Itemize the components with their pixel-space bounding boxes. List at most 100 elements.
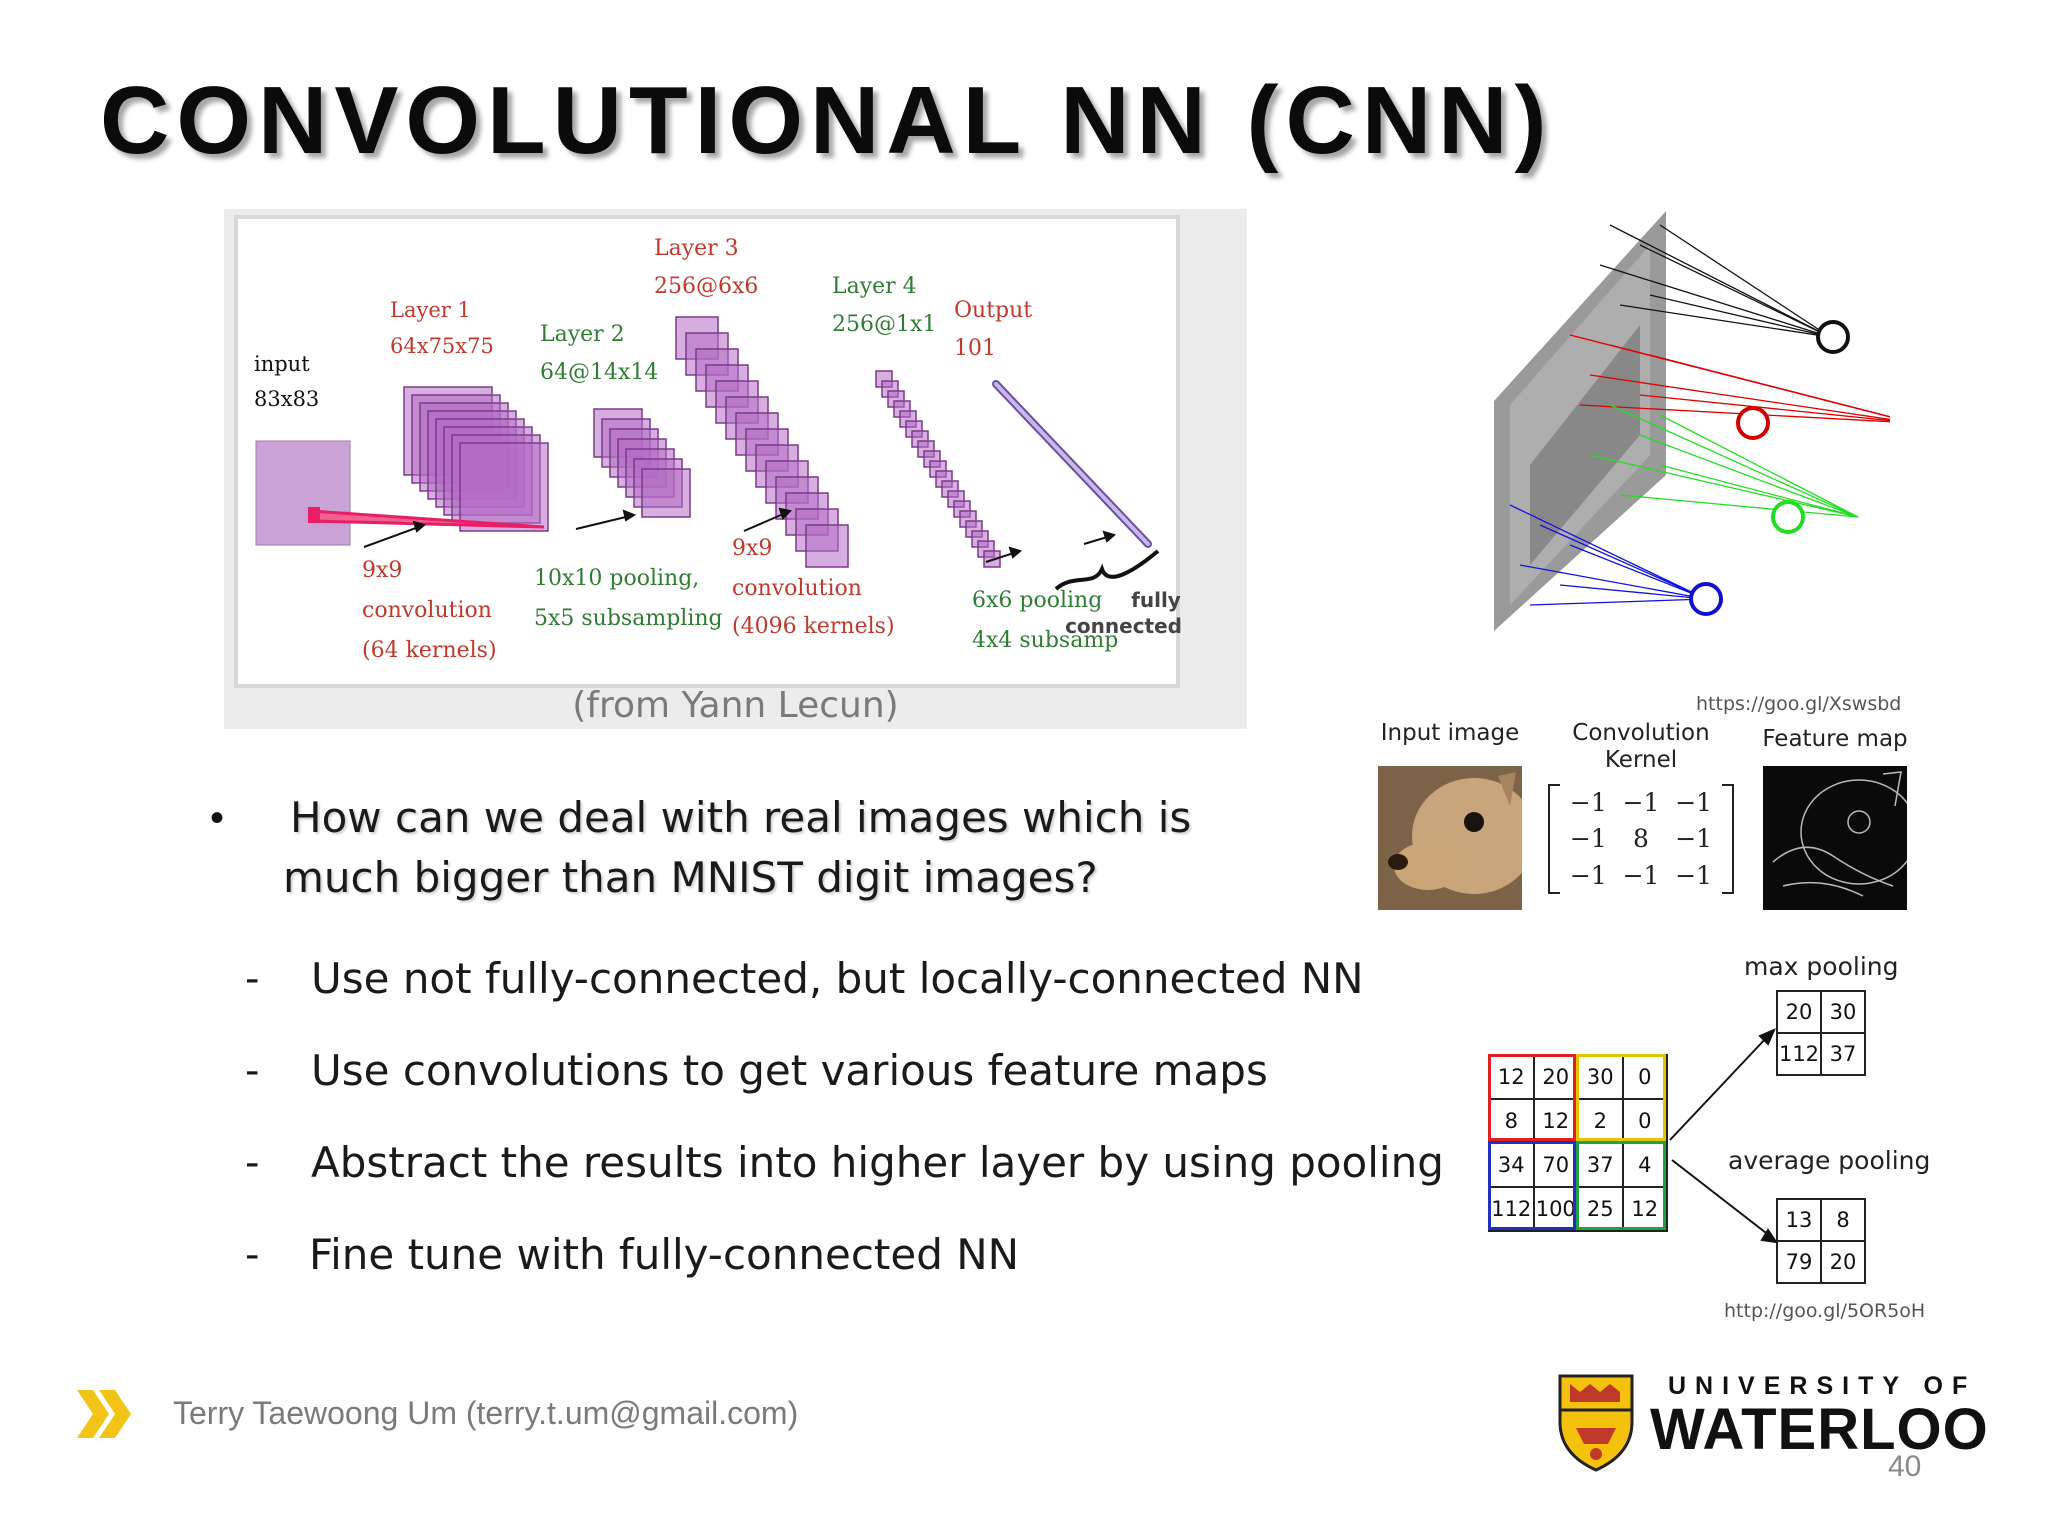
input-size: 83x83 xyxy=(254,387,319,411)
grid-cell: 8 xyxy=(1822,1200,1864,1240)
grid-cell: 37 xyxy=(1579,1144,1622,1186)
kernel-cell: 8 xyxy=(1633,824,1649,854)
dash-1: - xyxy=(245,956,260,1002)
grid-cell: 0 xyxy=(1623,1100,1666,1142)
local-connectivity-figure xyxy=(1494,211,1890,631)
waterloo-wordmark: WATERLOO xyxy=(1650,1397,1989,1462)
input-map xyxy=(255,440,351,546)
figure-credit: (from Yann Lecun) xyxy=(572,685,899,726)
grid-cell: 30 xyxy=(1822,992,1864,1032)
flow-arrows xyxy=(363,507,1117,563)
op1-count: (64 kernels) xyxy=(362,638,497,663)
dash-3: - xyxy=(245,1140,260,1186)
layer3-size: 256@6x6 xyxy=(654,274,758,299)
neuron-green xyxy=(1771,500,1805,534)
lecun-cnn-figure: input 83x83 Layer 1 64x75x75 Layer 2 64@… xyxy=(224,209,1247,729)
neuron-black xyxy=(1816,320,1850,354)
kernel-cell: −1 xyxy=(1569,787,1607,817)
layer2-stack xyxy=(593,408,691,518)
kernel-cell: −1 xyxy=(1622,787,1660,817)
feature-map-label: Feature map xyxy=(1762,726,1908,752)
convolution-kernel: −1 −1 −1 −1 8 −1 −1 −1 −1 xyxy=(1548,784,1734,894)
pooling-arrows xyxy=(1669,1028,1779,1244)
main-question-line-2: much bigger than MNIST digit images? xyxy=(283,853,1098,902)
output-size: 101 xyxy=(954,336,996,361)
op4-subsample: 4x4 subsamp xyxy=(972,628,1118,653)
grid-cell: 79 xyxy=(1778,1242,1820,1282)
max-pooling-output: 20 30 112 37 xyxy=(1776,990,1866,1076)
grid-cell: 4 xyxy=(1623,1144,1666,1186)
kernel-label-1: Convolution xyxy=(1572,720,1710,746)
quadrant-green xyxy=(1576,1141,1666,1230)
grid-cell: 37 xyxy=(1822,1034,1864,1074)
pooling-source-url: http://goo.gl/5OR5oH xyxy=(1724,1300,1926,1322)
kernel-matrix: −1 −1 −1 −1 8 −1 −1 −1 −1 xyxy=(1562,784,1720,894)
quadrant-red xyxy=(1488,1054,1576,1141)
fc-label-2: connected xyxy=(1065,614,1182,638)
grid-cell: 30 xyxy=(1579,1056,1622,1098)
layer4-title: Layer 4 xyxy=(832,274,917,299)
grid-cell: 100 xyxy=(1534,1188,1577,1230)
university-of-label: UNIVERSITY OF xyxy=(1668,1372,1977,1400)
cnn-architecture-diagram: input 83x83 Layer 1 64x75x75 Layer 2 64@… xyxy=(254,236,1182,663)
max-pooling-title: max pooling xyxy=(1744,952,1899,981)
input-title: input xyxy=(254,352,310,376)
op3-count: (4096 kernels) xyxy=(732,614,895,639)
kernel-cell: −1 xyxy=(1675,824,1713,854)
dash-4: - xyxy=(245,1232,260,1278)
avg-pooling-output: 13 8 79 20 xyxy=(1776,1198,1866,1284)
sub-bullet-3: Abstract the results into higher layer b… xyxy=(311,1138,1444,1187)
chevron-right-icon xyxy=(77,1390,131,1438)
grid-cell: 70 xyxy=(1534,1144,1577,1186)
grid-cell: 12 xyxy=(1534,1100,1577,1142)
grid-cell: 12 xyxy=(1490,1056,1533,1098)
grid-cell: 34 xyxy=(1490,1144,1533,1186)
layer2-size: 64@14x14 xyxy=(540,360,658,385)
grid-cell: 13 xyxy=(1778,1200,1820,1240)
output-title: Output xyxy=(954,298,1032,323)
neuron-red xyxy=(1736,406,1770,440)
grid-cell: 20 xyxy=(1534,1056,1577,1098)
grid-cell: 0 xyxy=(1623,1056,1666,1098)
sub-bullet-1: Use not fully-connected, but locally-con… xyxy=(311,954,1364,1003)
kernel-cell: −1 xyxy=(1569,861,1607,891)
grid-cell: 25 xyxy=(1579,1188,1622,1230)
main-question-line-1: How can we deal with real images which i… xyxy=(290,793,1192,842)
layer4-size: 256@1x1 xyxy=(832,312,936,337)
layer3-stack xyxy=(675,316,849,568)
op2-subsample: 5x5 subsampling xyxy=(534,606,723,631)
dash-2: - xyxy=(245,1048,260,1094)
grid-cell: 20 xyxy=(1778,992,1820,1032)
layer4-stack xyxy=(875,370,1001,568)
layer2-title: Layer 2 xyxy=(540,322,625,347)
op3-name: convolution xyxy=(732,576,862,601)
grid-cell: 20 xyxy=(1822,1242,1864,1282)
page-number: 40 xyxy=(1888,1450,1922,1483)
input-image-label: Input image xyxy=(1380,720,1520,746)
kernel-right-bracket xyxy=(1722,784,1734,894)
feature-map-image xyxy=(1763,766,1907,910)
conv-source-url: https://goo.gl/Xswsbd xyxy=(1696,693,1902,715)
quadrant-blue xyxy=(1488,1141,1576,1230)
grid-cell: 2 xyxy=(1579,1100,1622,1142)
figure-frame xyxy=(234,215,1180,688)
grid-cell: 112 xyxy=(1490,1188,1533,1230)
quadrant-yellow xyxy=(1576,1054,1666,1141)
sub-bullet-2: Use convolutions to get various feature … xyxy=(311,1046,1268,1095)
layer1-title: Layer 1 xyxy=(390,298,471,322)
op4-pool: 6x6 pooling xyxy=(972,588,1102,613)
op3-kernel: 9x9 xyxy=(732,536,772,561)
op1-name: convolution xyxy=(362,598,492,623)
op1-kernel: 9x9 xyxy=(362,558,402,583)
layer1-stack xyxy=(403,386,549,532)
kernel-cell: −1 xyxy=(1675,787,1713,817)
waterloo-crest-icon xyxy=(1558,1374,1634,1472)
fc-label-1: fully xyxy=(1131,588,1181,612)
bullet-dot: • xyxy=(210,796,225,840)
kernel-left-bracket xyxy=(1548,784,1560,894)
kernel-cell: −1 xyxy=(1569,824,1607,854)
sub-bullet-4: Fine tune with fully-connected NN xyxy=(309,1230,1020,1279)
avg-pooling-title: average pooling xyxy=(1728,1146,1931,1175)
layer3-title: Layer 3 xyxy=(654,236,739,261)
kernel-cell: −1 xyxy=(1622,861,1660,891)
